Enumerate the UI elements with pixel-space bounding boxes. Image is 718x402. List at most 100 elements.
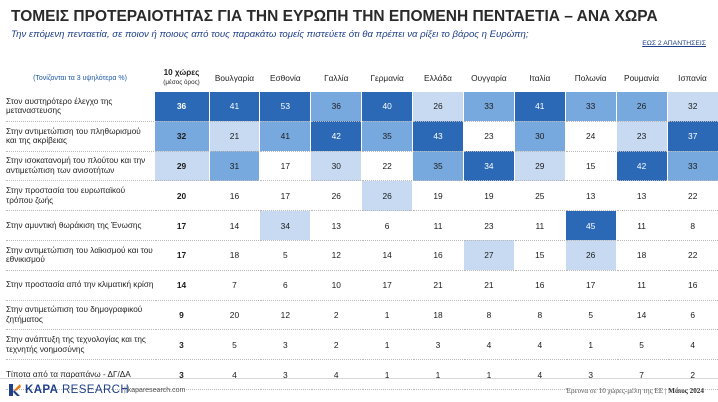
logo-text-bold: KAPA — [25, 384, 59, 396]
value-cell: 3 — [412, 329, 464, 361]
results-table: (Τονίζονται τα 3 υψηλότερα %) 10 χώρες (μ… — [6, 64, 718, 390]
value-cell: 6 — [666, 300, 718, 331]
value-cell: 32 — [666, 92, 718, 122]
column-header-country: Γαλλία — [324, 73, 349, 83]
value-cell: 8 — [513, 300, 566, 331]
value-cell: 33 — [564, 92, 617, 122]
value-cell: 6 — [259, 270, 311, 301]
value-cell: 14 — [361, 240, 413, 271]
value-cell: 27 — [462, 240, 515, 271]
value-cell: 16 — [666, 270, 718, 301]
value-cell: 16 — [208, 180, 260, 212]
value-cell: 45 — [564, 210, 617, 241]
answers-note: ΕΩΣ 2 ΑΠΑΝΤΗΣΕΙΣ — [642, 40, 706, 47]
value-cell: 3 — [564, 359, 617, 390]
column-header-average: 10 χώρες (μέσος όρος) — [154, 64, 209, 92]
row-label: Στην ανάπτυξη της τεχνολογίας και της τε… — [6, 329, 154, 361]
website-url: kaparesearch.com — [127, 387, 186, 394]
table-row: Στην αντιμετώπιση του πληθωρισμού και τη… — [6, 121, 718, 152]
table-header-row: (Τονίζονται τα 3 υψηλότερα %) 10 χώρες (μ… — [6, 64, 718, 92]
average-value-cell: 20 — [153, 180, 209, 212]
value-cell: 35 — [412, 151, 464, 182]
value-cell: 23 — [462, 121, 515, 152]
value-cell: 16 — [513, 270, 566, 301]
value-cell: 16 — [412, 240, 464, 271]
value-cell: 13 — [615, 180, 668, 212]
row-label: Στην ισοκατανομή του πλούτου και την αντ… — [6, 151, 154, 182]
value-cell: 1 — [361, 329, 413, 361]
column-header-country: Βουλγαρία — [214, 73, 255, 83]
source-date: Μάιος 2024 — [668, 387, 704, 395]
value-cell: 21 — [462, 270, 515, 301]
source-note: Έρευνα σε 10 χώρες-μέλη της ΕΕ | Μάιος 2… — [566, 387, 704, 395]
average-value-cell: 3 — [153, 329, 209, 361]
value-cell: 4 — [310, 359, 362, 390]
value-cell: 21 — [208, 121, 260, 152]
row-label: Στην προστασία από την κλιματική κρίση — [6, 270, 154, 301]
value-cell: 17 — [564, 270, 617, 301]
value-cell: 5 — [564, 300, 617, 331]
average-value-cell: 17 — [153, 210, 209, 241]
average-column-name: 10 χώρες — [163, 68, 200, 77]
value-cell: 18 — [615, 240, 668, 271]
logo-text: KAPA RESEARCH — [25, 384, 129, 396]
kapa-research-logo: KAPA RESEARCH — [8, 383, 129, 397]
value-cell: 1 — [462, 359, 515, 390]
value-cell: 3 — [259, 359, 311, 390]
value-cell: 30 — [513, 121, 566, 152]
table-row: Στην προστασία του ευρωπαϊκού τρόπου ζωή… — [6, 180, 718, 212]
value-cell: 26 — [615, 92, 668, 122]
value-cell: 12 — [310, 240, 362, 271]
value-cell: 13 — [564, 180, 617, 212]
row-label: Στον αυστηρότερο έλεγχο της μεταναστευση… — [6, 92, 154, 122]
average-value-cell: 9 — [153, 300, 209, 331]
value-cell: 26 — [361, 180, 413, 212]
value-cell: 19 — [412, 180, 464, 212]
value-cell: 11 — [412, 210, 464, 241]
value-cell: 4 — [462, 329, 515, 361]
value-cell: 5 — [615, 329, 668, 361]
value-cell: 53 — [259, 92, 311, 122]
value-cell: 4 — [208, 359, 260, 390]
value-cell: 23 — [615, 121, 668, 152]
value-cell: 15 — [513, 240, 566, 271]
value-cell: 21 — [412, 270, 464, 301]
value-cell: 33 — [666, 151, 718, 182]
value-cell: 5 — [208, 329, 260, 361]
column-header-country: Ισπανία — [678, 73, 707, 83]
value-cell: 34 — [259, 210, 311, 241]
value-cell: 11 — [513, 210, 566, 241]
kapa-logo-icon — [9, 384, 21, 396]
value-cell: 14 — [615, 300, 668, 331]
average-value-cell: 14 — [153, 270, 209, 301]
value-cell: 10 — [310, 270, 362, 301]
page-title: ΤΟΜΕΙΣ ΠΡΟΤΕΡΑΙΟΤΗΤΑΣ ΓΙΑ ΤΗΝ ΕΥΡΩΠΗ ΤΗΝ… — [11, 8, 658, 25]
value-cell: 25 — [513, 180, 566, 212]
row-label: Στην αντιμετώπιση του δημογραφικού ζητήμ… — [6, 300, 154, 331]
value-cell: 31 — [208, 151, 260, 182]
column-header-country: Γερμανία — [370, 73, 404, 83]
website-link[interactable]: | kaparesearch.com — [124, 387, 186, 394]
value-cell: 7 — [615, 359, 668, 390]
table-row: Στην αντιμετώπιση του δημογραφικού ζητήμ… — [6, 300, 718, 331]
value-cell: 7 — [208, 270, 260, 301]
value-cell: 4 — [513, 359, 566, 390]
value-cell: 2 — [666, 359, 718, 390]
value-cell: 26 — [310, 180, 362, 212]
source-separator: | — [664, 387, 667, 395]
average-value-cell: 3 — [153, 359, 209, 390]
value-cell: 33 — [462, 92, 515, 122]
column-header-country: Ελλάδα — [424, 73, 452, 83]
value-cell: 4 — [513, 329, 566, 361]
logo-text-rest: RESEARCH — [61, 384, 130, 396]
table-row: Τίποτα από τα παραπάνω - ΔΓ/ΔΑ 3 4 3 4 1 1 1 4 3 7… — [6, 359, 718, 390]
row-label: Τίποτα από τα παραπάνω - ΔΓ/ΔΑ — [6, 359, 154, 390]
value-cell: 37 — [666, 121, 718, 152]
value-cell: 42 — [615, 151, 668, 182]
footer-divider — [0, 378, 718, 379]
column-header-country: Ιταλία — [529, 73, 551, 83]
value-cell: 23 — [462, 210, 515, 241]
column-header-country: Εσθονία — [270, 73, 301, 83]
value-cell: 24 — [564, 121, 617, 152]
average-value-cell: 29 — [153, 151, 209, 182]
